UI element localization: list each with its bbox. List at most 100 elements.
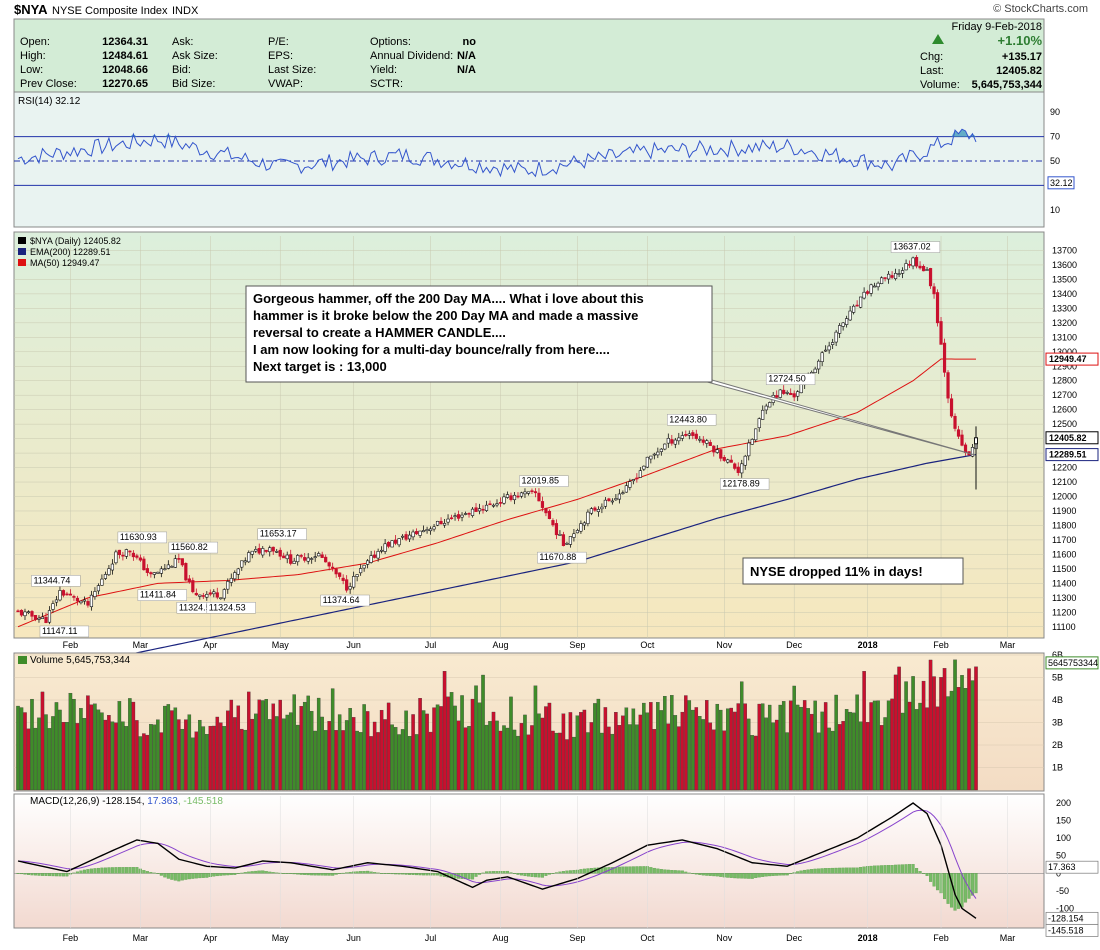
candle-body xyxy=(921,266,926,272)
macd-hist-bar xyxy=(649,867,653,874)
volume-bar xyxy=(75,723,80,791)
volume-bar xyxy=(386,702,391,791)
macd-hist-bar xyxy=(184,873,188,880)
candle-body xyxy=(435,520,440,526)
macd-hist-bar xyxy=(642,866,646,874)
volume-bar xyxy=(432,707,436,791)
candle-body xyxy=(341,577,345,581)
candle-body xyxy=(516,495,520,498)
candle-body xyxy=(939,321,943,345)
change-pct: +1.10% xyxy=(998,33,1043,48)
candle-body xyxy=(757,418,761,429)
volume-bar xyxy=(537,713,541,791)
volume-bar xyxy=(341,730,345,791)
volume-bar xyxy=(519,723,524,791)
macd-hist-bar xyxy=(589,868,593,874)
volume-bar xyxy=(949,690,954,791)
macd-hist-bar xyxy=(254,870,258,874)
volume-bar xyxy=(544,706,548,791)
volume-bar xyxy=(733,711,737,791)
price-label-box xyxy=(667,414,717,426)
quote-label: EPS: xyxy=(268,50,293,62)
candle-body xyxy=(582,522,587,526)
candle-body xyxy=(729,459,733,463)
candle-body xyxy=(631,479,635,482)
volume-bar xyxy=(533,685,538,791)
price-right-box xyxy=(1045,448,1099,462)
volume-bar xyxy=(820,711,824,791)
volume-bar xyxy=(233,717,237,791)
macd-hist-bar xyxy=(579,869,583,874)
candle-body xyxy=(932,286,936,295)
price-tick: 11500 xyxy=(1052,564,1076,574)
candle-body xyxy=(380,549,384,552)
volume-tick: 4B xyxy=(1052,695,1063,705)
macd-signal-line xyxy=(17,809,977,899)
volume-bar xyxy=(163,705,167,791)
rsi-panel xyxy=(13,91,1045,228)
candle-body xyxy=(432,526,436,530)
macd-hist-bar xyxy=(904,864,908,874)
macd-hist-bar xyxy=(303,873,307,875)
volume-bar xyxy=(379,709,384,791)
volume-bar xyxy=(621,715,625,791)
volume-bar xyxy=(897,666,901,791)
volume-bar xyxy=(93,703,97,791)
volume-bar xyxy=(44,714,48,791)
volume-bar xyxy=(37,717,41,791)
volume-bar xyxy=(509,696,513,791)
macd-hist-bar xyxy=(537,873,541,878)
candle-body xyxy=(820,352,824,362)
volume-bar xyxy=(617,725,622,791)
legend-swatch xyxy=(18,259,26,266)
candle-body xyxy=(355,574,359,577)
volume-bar xyxy=(687,700,692,791)
macd-hist-bar xyxy=(869,865,873,874)
candle-body xyxy=(40,616,45,619)
macd-hist-bar xyxy=(327,873,331,876)
candle-body xyxy=(184,563,188,581)
volume-current-label: 5645753344 xyxy=(1048,658,1098,668)
volume-bar xyxy=(26,728,31,791)
price-right-box xyxy=(1045,431,1099,445)
price-label-box xyxy=(890,241,941,253)
candle-body xyxy=(764,405,768,411)
volume-bar xyxy=(348,708,352,791)
price-label: 11344.74 xyxy=(33,575,70,585)
candle-body xyxy=(467,513,471,515)
candle-body xyxy=(533,491,538,494)
price-x-tick: Nov xyxy=(716,640,733,650)
macd-title-part: MACD(12,26,9) -128.154, xyxy=(30,796,147,807)
candle-body xyxy=(879,277,884,284)
symbol: $NYA xyxy=(14,2,48,17)
macd-hist-bar xyxy=(415,873,419,876)
volume-bar xyxy=(788,700,793,791)
macd-hist-bar xyxy=(373,872,377,874)
price-label-box xyxy=(765,373,816,385)
candle-body xyxy=(572,533,576,538)
macd-hist-bar xyxy=(131,867,135,874)
macd-hist-bar xyxy=(51,873,55,877)
quote-value: N/A xyxy=(457,64,476,76)
macd-hist-bar xyxy=(516,873,520,875)
macd-hist-bar xyxy=(582,868,586,874)
macd-title-signal: 17.363 xyxy=(147,796,178,807)
candle-body xyxy=(103,574,108,579)
candle-body xyxy=(156,571,160,574)
volume-bar xyxy=(806,708,810,791)
volume-title: Volume 5,645,753,344 xyxy=(30,655,131,666)
candle-body xyxy=(303,557,307,561)
rsi-tick: 50 xyxy=(1050,156,1060,166)
volume-bar xyxy=(743,703,747,791)
volume-bar xyxy=(68,692,73,791)
candle-body xyxy=(565,543,569,545)
candle-body xyxy=(817,360,821,370)
quote-label: Low: xyxy=(20,64,43,76)
macd-right-box xyxy=(1045,924,1099,937)
candle-body xyxy=(614,498,618,501)
macd-hist-bar xyxy=(659,869,663,874)
macd-hist-bar xyxy=(873,865,877,874)
volume-bar xyxy=(872,700,877,791)
quote-value: no xyxy=(463,36,477,48)
macd-hist-bar xyxy=(135,867,139,874)
